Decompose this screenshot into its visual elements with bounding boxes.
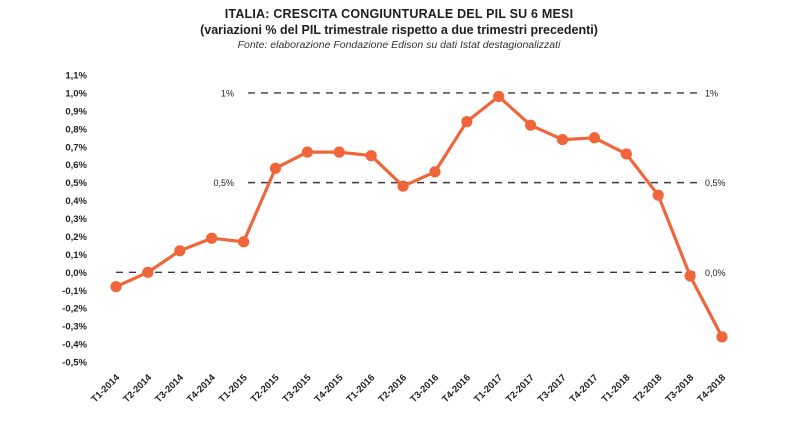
y-tick-label: -0,3% bbox=[62, 322, 87, 333]
data-point bbox=[333, 146, 345, 158]
x-tick-label: T2-2016 bbox=[376, 372, 409, 405]
chart-title: ITALIA: CRESCITA CONGIUNTURALE DEL PIL S… bbox=[224, 7, 574, 21]
reference-label-left: 1% bbox=[221, 88, 234, 98]
x-tick-label: T1-2015 bbox=[217, 372, 250, 405]
data-point bbox=[461, 116, 473, 128]
data-point bbox=[174, 245, 186, 257]
x-tick-label: T1-2017 bbox=[472, 372, 505, 405]
reference-label-left: 0,5% bbox=[213, 178, 234, 188]
x-tick-label: T2-2014 bbox=[121, 372, 154, 405]
y-tick-label: -0,4% bbox=[62, 340, 87, 351]
data-point bbox=[269, 162, 282, 174]
y-tick-label: 1,0% bbox=[65, 88, 87, 99]
data-point bbox=[684, 270, 696, 282]
y-tick-label: 0,3% bbox=[65, 214, 87, 225]
y-tick-label: 0,5% bbox=[65, 178, 87, 189]
x-tick-label: T2-2018 bbox=[632, 372, 665, 405]
data-point bbox=[429, 166, 441, 178]
reference-label-right: 1% bbox=[705, 88, 718, 98]
x-tick-label: T3-2018 bbox=[663, 372, 696, 405]
x-tick-label: T2-2017 bbox=[504, 372, 537, 405]
x-tick-label: T4-2015 bbox=[313, 372, 346, 405]
y-tick-label: 0,8% bbox=[65, 124, 87, 135]
x-tick-label: T4-2017 bbox=[568, 372, 601, 405]
data-point bbox=[652, 189, 664, 201]
y-tick-label: -0,1% bbox=[62, 286, 87, 297]
data-point bbox=[365, 150, 377, 162]
data-point bbox=[588, 132, 601, 144]
x-tick-label: T3-2014 bbox=[153, 372, 186, 405]
x-tick-label: T1-2018 bbox=[600, 372, 633, 405]
x-tick-label: T1-2016 bbox=[344, 372, 377, 405]
chart-titles: ITALIA: CRESCITA CONGIUNTURALE DEL PIL S… bbox=[0, 6, 798, 52]
y-tick-label: -0,5% bbox=[62, 358, 87, 369]
series-line bbox=[114, 94, 724, 339]
x-tick-label: T1-2014 bbox=[89, 372, 122, 405]
data-point bbox=[397, 180, 409, 192]
y-tick-label: 0,2% bbox=[65, 232, 87, 243]
data-point bbox=[525, 119, 537, 131]
y-tick-label: -0,2% bbox=[62, 304, 87, 315]
x-tick-label: T4-2016 bbox=[440, 372, 473, 405]
y-tick-label: 0,6% bbox=[65, 160, 87, 171]
data-point bbox=[620, 148, 632, 160]
data-point bbox=[556, 133, 569, 146]
x-tick-label: T4-2018 bbox=[695, 372, 728, 405]
data-point bbox=[142, 266, 154, 278]
chart-subtitle: (variazioni % del PIL trimestrale rispet… bbox=[200, 23, 598, 37]
data-point bbox=[716, 331, 728, 343]
data-point bbox=[110, 281, 122, 293]
x-tick-label: T3-2016 bbox=[408, 372, 441, 405]
y-tick-label: 0,4% bbox=[65, 196, 87, 207]
y-tick-label: 0,0% bbox=[65, 268, 87, 279]
y-tick-label: 0,1% bbox=[65, 250, 87, 261]
reference-label-right: 0,0% bbox=[705, 268, 726, 278]
x-tick-label: T3-2017 bbox=[536, 372, 569, 405]
x-tick-label: T4-2014 bbox=[185, 372, 218, 405]
y-tick-label: 0,9% bbox=[65, 106, 87, 117]
reference-label-right: 0,5% bbox=[705, 178, 726, 188]
data-point bbox=[237, 236, 250, 248]
data-point bbox=[206, 232, 218, 244]
data-point bbox=[301, 146, 313, 158]
x-tick-label: T3-2015 bbox=[281, 372, 314, 405]
data-point bbox=[493, 90, 505, 103]
y-tick-label: 0,7% bbox=[65, 142, 87, 153]
chart-source: Fonte: elaborazione Fondazione Edison su… bbox=[237, 39, 561, 51]
y-tick-label: 1,1% bbox=[65, 71, 87, 82]
x-tick-label: T2-2015 bbox=[249, 372, 282, 405]
